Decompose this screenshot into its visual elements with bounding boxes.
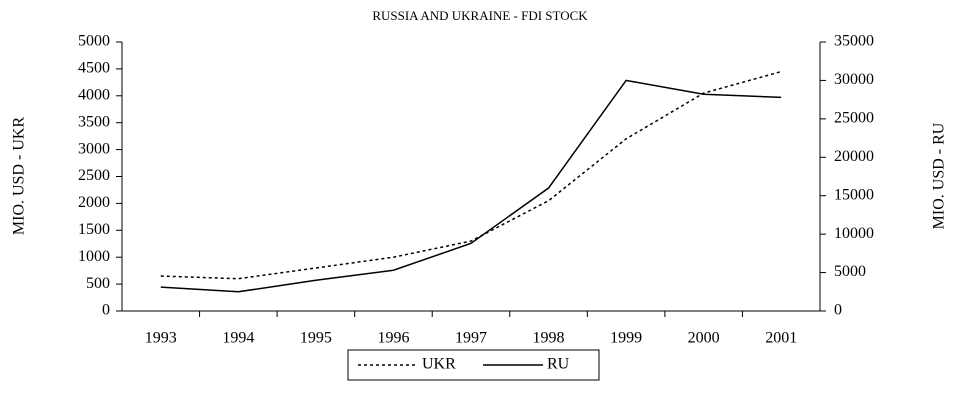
x-tick-label: 1994 (222, 330, 254, 347)
y2-tick-label: 25000 (834, 110, 874, 127)
x-tick-label: 2001 (765, 330, 797, 347)
x-tick-label: 1996 (377, 330, 409, 347)
y2-tick-label: 20000 (834, 148, 874, 165)
y-tick-label: 3500 (78, 113, 110, 130)
x-tick-label: 1999 (610, 330, 642, 347)
x-tick-label: 1998 (533, 330, 565, 347)
x-tick-label: 1993 (145, 330, 177, 347)
y-tick-label: 4500 (78, 60, 110, 77)
x-tick-label: 1997 (455, 330, 487, 347)
y2-tick-label: 10000 (834, 225, 874, 242)
chart-title: RUSSIA AND UKRAINE - FDI STOCK (372, 8, 588, 23)
y-axis-label: MIO. USD - UKR (11, 117, 28, 236)
y-tick-label: 4000 (78, 86, 110, 103)
y2-tick-label: 5000 (834, 263, 866, 280)
x-tick-label: 2000 (688, 330, 720, 347)
y-tick-label: 1500 (78, 221, 110, 238)
y-tick-label: 3000 (78, 140, 110, 157)
y-tick-label: 5000 (78, 33, 110, 50)
y2-tick-label: 35000 (834, 33, 874, 50)
y2-tick-label: 15000 (834, 186, 874, 203)
legend-box (347, 349, 600, 381)
x-tick-label: 1995 (300, 330, 332, 347)
y-tick-label: 500 (86, 275, 110, 292)
line-series (160, 79, 782, 293)
y2-tick-label: 30000 (834, 71, 874, 88)
y-tick-label: 1000 (78, 248, 110, 265)
legend-label: UKR (422, 356, 456, 373)
y-tick-label: 0 (102, 302, 110, 319)
y2-tick-label: 0 (834, 302, 842, 319)
y-tick-label: 2500 (78, 167, 110, 184)
legend-label: RU (547, 356, 570, 373)
line-series (160, 70, 782, 280)
y2-axis-label: MIO. USD - RU (931, 122, 948, 229)
y-tick-label: 2000 (78, 194, 110, 211)
